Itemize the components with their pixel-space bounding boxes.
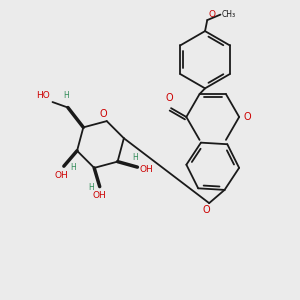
Text: HO: HO xyxy=(37,91,50,100)
Text: H: H xyxy=(88,183,94,192)
Text: O: O xyxy=(202,205,210,215)
Text: O: O xyxy=(165,93,173,103)
Text: CH₃: CH₃ xyxy=(222,10,236,19)
Text: H: H xyxy=(70,163,76,172)
Text: O: O xyxy=(208,10,215,19)
Text: O: O xyxy=(100,109,107,119)
Text: H: H xyxy=(63,91,69,100)
Text: OH: OH xyxy=(93,191,106,200)
Text: O: O xyxy=(244,112,251,122)
Text: OH: OH xyxy=(140,165,153,174)
Text: OH: OH xyxy=(55,171,68,180)
Text: H: H xyxy=(132,153,138,162)
